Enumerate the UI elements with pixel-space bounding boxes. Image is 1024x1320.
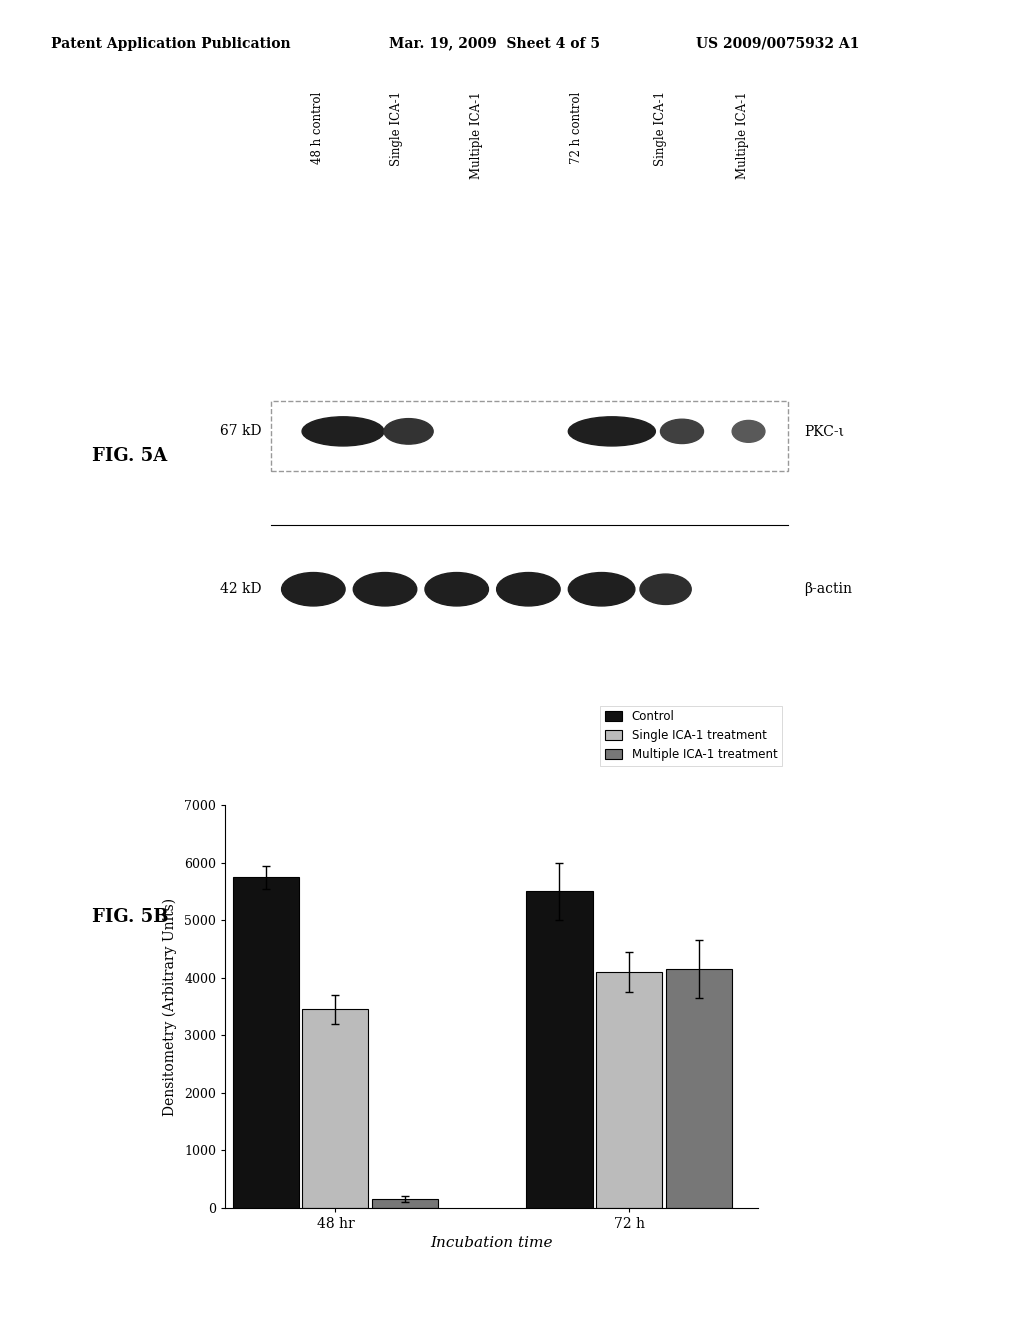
Ellipse shape — [282, 573, 345, 606]
Ellipse shape — [497, 573, 560, 606]
Text: Mar. 19, 2009  Sheet 4 of 5: Mar. 19, 2009 Sheet 4 of 5 — [389, 37, 600, 50]
Legend: Control, Single ICA-1 treatment, Multiple ICA-1 treatment: Control, Single ICA-1 treatment, Multipl… — [600, 705, 782, 766]
Ellipse shape — [568, 573, 635, 606]
Ellipse shape — [660, 420, 703, 444]
Bar — [302, 1010, 369, 1208]
Ellipse shape — [640, 574, 691, 605]
Text: FIG. 5A: FIG. 5A — [92, 446, 167, 465]
Y-axis label: Densitometry (Arbitrary Units): Densitometry (Arbitrary Units) — [163, 898, 177, 1115]
Text: Multiple ICA-1: Multiple ICA-1 — [736, 91, 749, 178]
Text: 42 kD: 42 kD — [219, 582, 261, 597]
Bar — [666, 969, 732, 1208]
X-axis label: Incubation time: Incubation time — [430, 1237, 553, 1250]
Text: β-actin: β-actin — [804, 582, 852, 597]
Text: 72 h control: 72 h control — [570, 91, 583, 164]
Ellipse shape — [425, 573, 488, 606]
Text: 67 kD: 67 kD — [219, 424, 261, 438]
Text: Multiple ICA-1: Multiple ICA-1 — [470, 91, 482, 178]
Text: 48 h control: 48 h control — [311, 91, 324, 164]
Text: US 2009/0075932 A1: US 2009/0075932 A1 — [696, 37, 860, 50]
Ellipse shape — [353, 573, 417, 606]
Text: Single ICA-1: Single ICA-1 — [390, 91, 402, 166]
Text: FIG. 5B: FIG. 5B — [92, 908, 169, 927]
Ellipse shape — [302, 417, 384, 446]
Bar — [232, 876, 299, 1208]
Text: Patent Application Publication: Patent Application Publication — [51, 37, 291, 50]
Ellipse shape — [732, 421, 765, 442]
Ellipse shape — [568, 417, 655, 446]
Bar — [596, 972, 663, 1208]
Ellipse shape — [384, 418, 433, 444]
Text: PKC-ι: PKC-ι — [804, 424, 844, 438]
Text: Single ICA-1: Single ICA-1 — [654, 91, 667, 166]
Bar — [526, 891, 593, 1208]
Bar — [372, 1199, 438, 1208]
